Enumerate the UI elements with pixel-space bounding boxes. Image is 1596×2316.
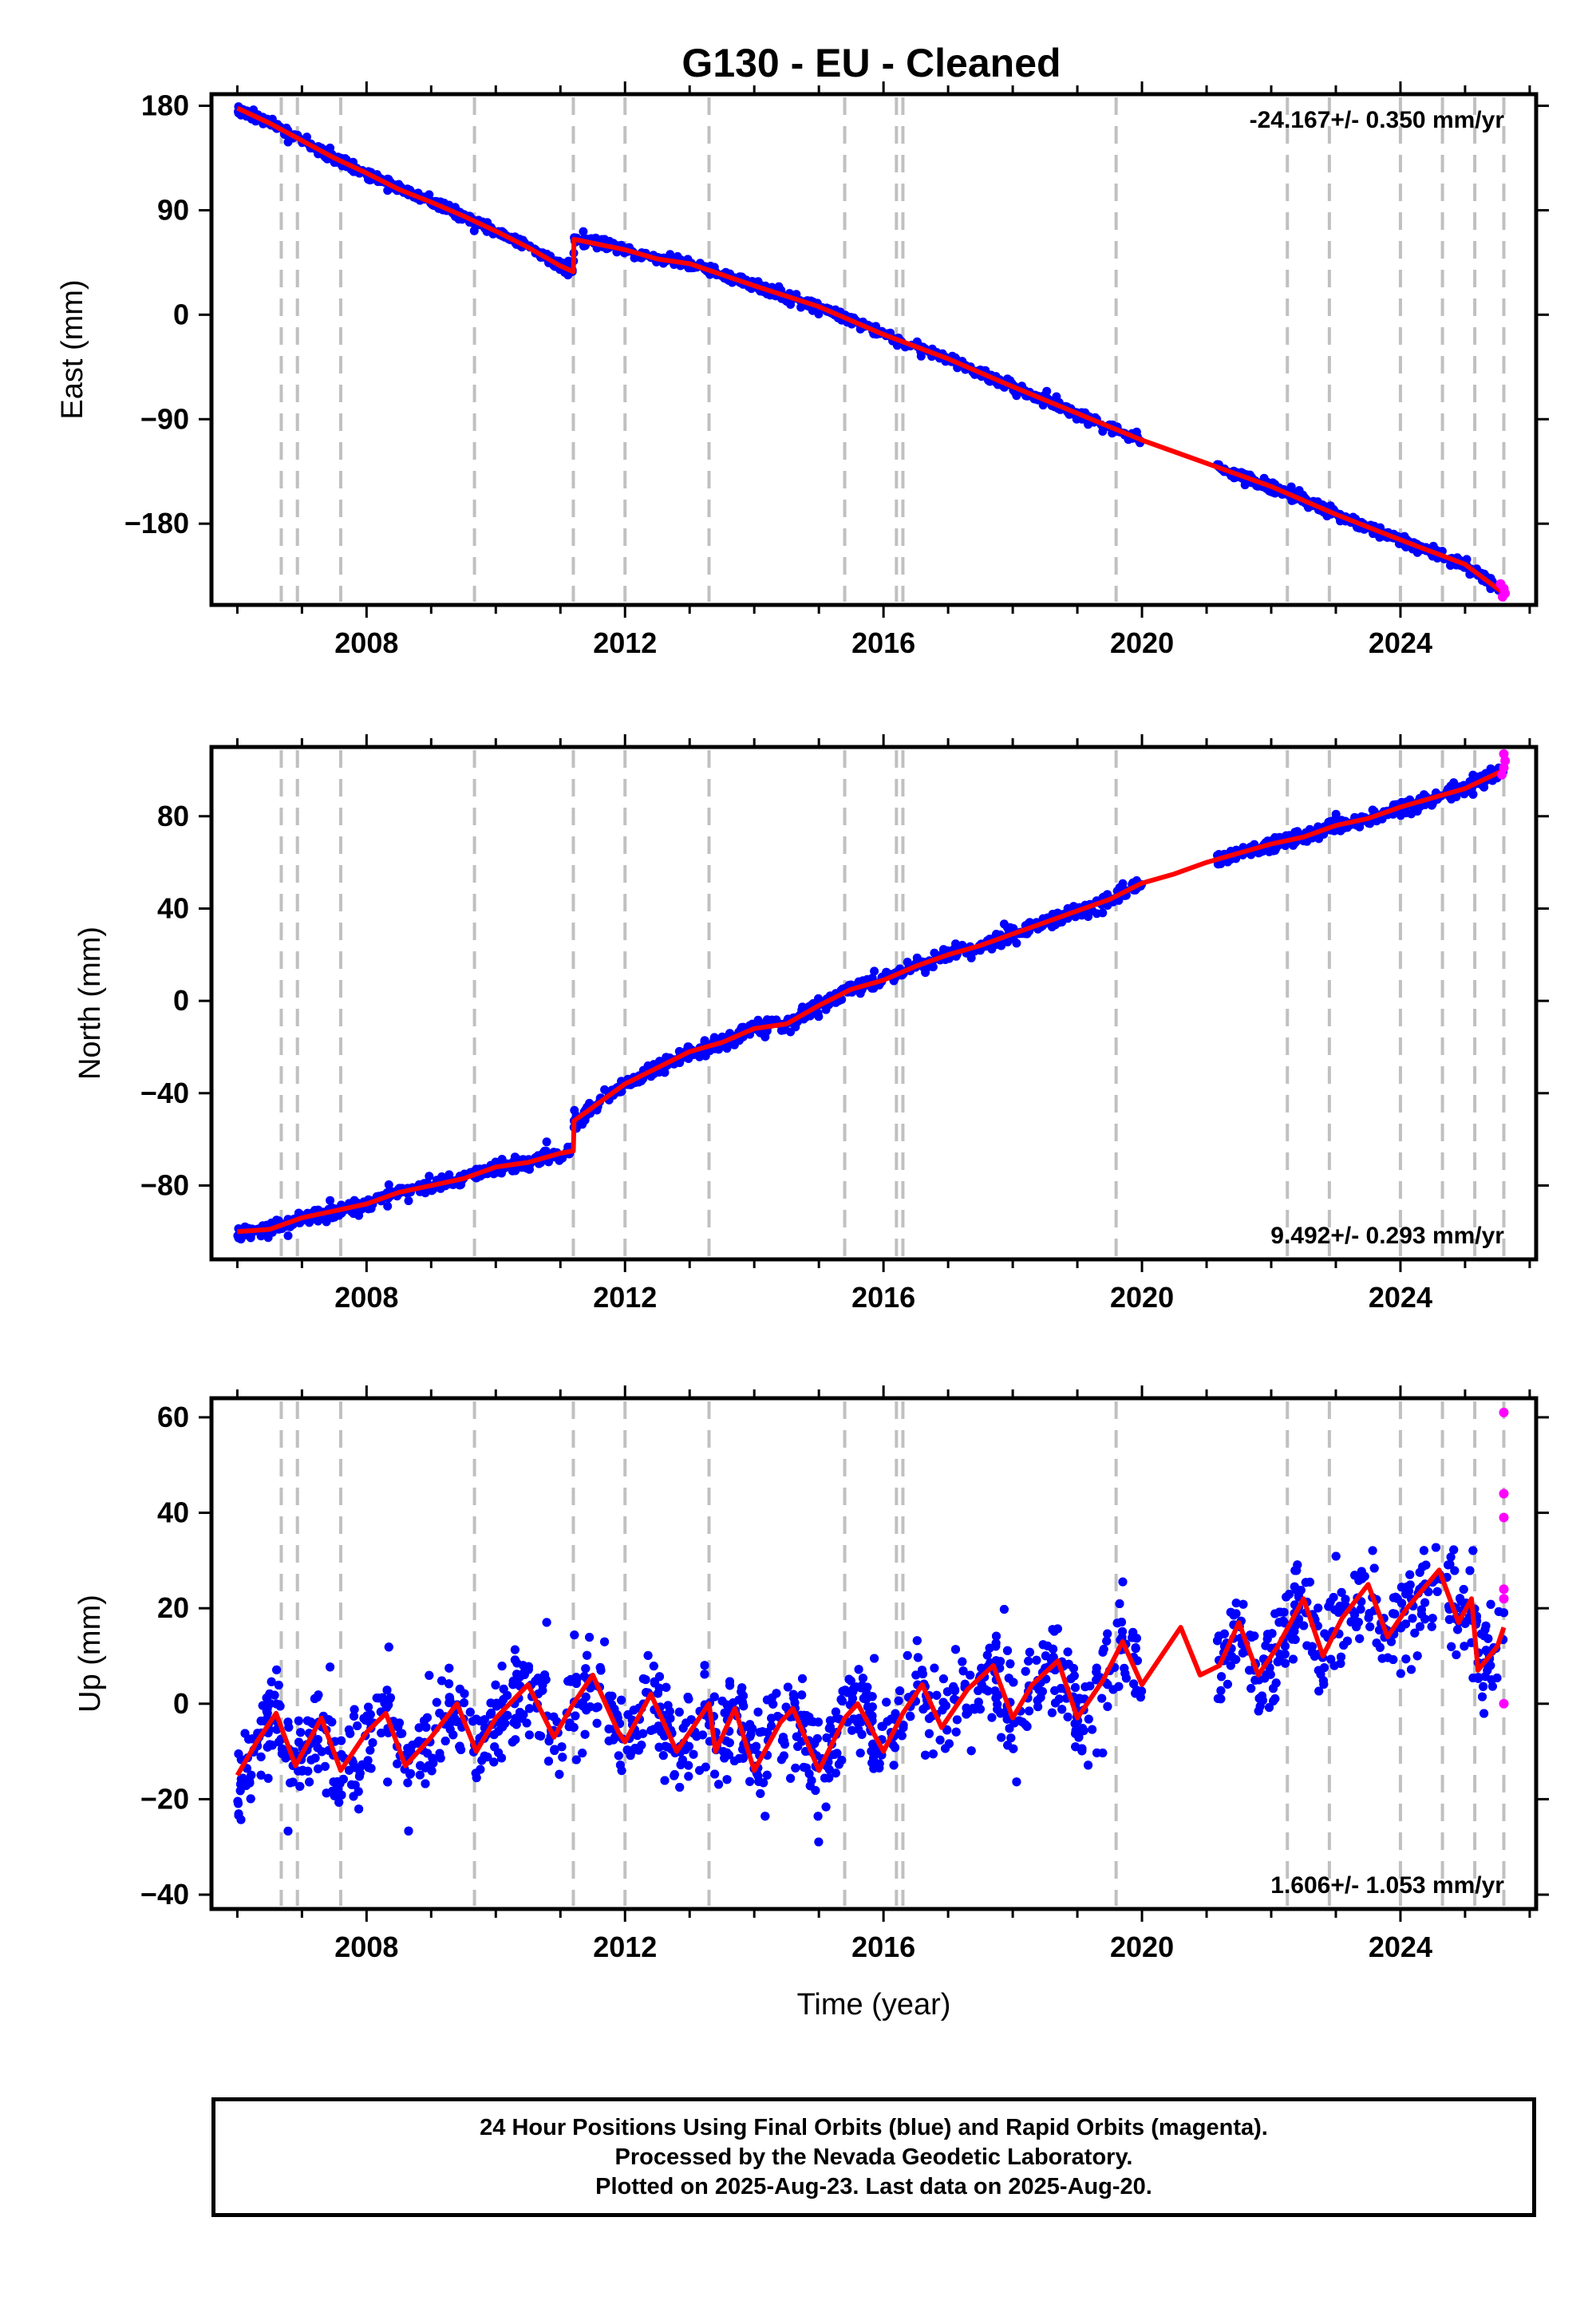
- up-data-points: [233, 1543, 1508, 1847]
- north-point: [767, 1015, 776, 1025]
- north-point: [695, 1052, 705, 1061]
- east-xtick-label: 2020: [1110, 626, 1174, 659]
- east-ytick-label: 0: [173, 298, 189, 330]
- north-point: [524, 1164, 534, 1174]
- east-ytick-label: 180: [141, 89, 189, 122]
- north-point: [263, 1233, 273, 1243]
- north-point: [903, 958, 912, 966]
- north-rapid-point-3: [1499, 749, 1509, 759]
- north-ytick-label: −80: [140, 1168, 189, 1201]
- east-rate-label: -24.167+/- 0.350 mm/yr: [1250, 107, 1505, 133]
- north-ytick-label: 80: [157, 800, 189, 832]
- north-point: [542, 1137, 551, 1147]
- east-point: [1084, 420, 1093, 429]
- north-point: [350, 1196, 358, 1206]
- north-point: [444, 1170, 454, 1180]
- north-point: [814, 1012, 824, 1022]
- north-point: [912, 953, 922, 962]
- north-ytick-label: 0: [173, 984, 189, 1017]
- north-model-line: [237, 768, 1505, 1235]
- east-point: [600, 235, 610, 244]
- north-point: [1468, 789, 1478, 799]
- north-xtick-label: 2024: [1369, 1281, 1432, 1314]
- east-point: [579, 227, 588, 236]
- figure-title: G130 - EU - Cleaned: [681, 41, 1061, 85]
- north-point: [1486, 764, 1495, 773]
- north-point: [314, 1216, 323, 1226]
- east-point: [283, 137, 293, 147]
- east-ytick-label: −90: [140, 402, 189, 435]
- north-point: [1412, 807, 1422, 816]
- north-point: [798, 1002, 807, 1012]
- north-point: [1428, 799, 1437, 808]
- north-point: [330, 1212, 339, 1222]
- east-xtick-label: 2008: [334, 626, 398, 659]
- east-model-line: [236, 105, 1506, 595]
- north-panel: 2008 2012 2016 2020 2024 80 40 0 −40 −80 North (mm…: [73, 734, 1549, 1314]
- north-y-axis-label: North (mm): [73, 927, 107, 1080]
- north-point: [326, 1196, 335, 1205]
- north-xtick-label: 2008: [334, 1281, 398, 1314]
- north-point: [511, 1166, 520, 1176]
- north-point: [1401, 808, 1411, 818]
- east-ytick-label: 90: [157, 193, 189, 226]
- east-point: [1412, 547, 1422, 557]
- east-data-points: [234, 102, 1508, 596]
- north-point: [709, 1033, 719, 1042]
- north-xtick-label: 2016: [851, 1281, 915, 1314]
- north-point: [320, 1214, 330, 1223]
- east-point: [786, 300, 796, 309]
- east-xtick-label: 2012: [593, 626, 657, 659]
- east-xtick-label: 2024: [1369, 626, 1432, 659]
- north-xtick-label: 2012: [593, 1281, 657, 1314]
- east-rapid-point-3: [1497, 591, 1507, 602]
- north-frame: [209, 745, 1539, 1262]
- north-point: [404, 1196, 413, 1206]
- east-xtick-label: 2016: [851, 626, 915, 659]
- north-ytick-label: 40: [157, 891, 189, 924]
- north-point: [1098, 908, 1108, 918]
- north-point: [383, 1201, 393, 1211]
- north-point: [1355, 822, 1365, 832]
- north-rate-label: 9.492+/- 0.293 mm/yr: [1270, 1223, 1504, 1249]
- north-point: [283, 1231, 293, 1240]
- north-point: [1449, 778, 1459, 788]
- north-point: [958, 940, 967, 950]
- north-point: [870, 966, 879, 976]
- north-data-points: [233, 763, 1508, 1244]
- east-point: [796, 302, 806, 312]
- east-y-axis-label: East (mm): [56, 279, 89, 419]
- north-point: [1118, 879, 1128, 888]
- east-panel: 2008 2012 2016 2020 2024 180 90 0 −90 −180 East (m…: [56, 81, 1549, 659]
- north-point: [350, 1207, 360, 1216]
- east-ytick-label: −180: [124, 507, 189, 539]
- east-point: [1098, 427, 1108, 436]
- east-frame: [209, 92, 1539, 607]
- north-xtick-label: 2020: [1110, 1281, 1174, 1314]
- north-point: [855, 989, 865, 998]
- north-ytick-label: −40: [140, 1077, 189, 1109]
- east-point: [814, 310, 824, 318]
- north-point: [1223, 857, 1232, 867]
- north-point: [882, 967, 891, 977]
- north-point: [544, 1157, 553, 1167]
- north-point: [756, 1028, 765, 1037]
